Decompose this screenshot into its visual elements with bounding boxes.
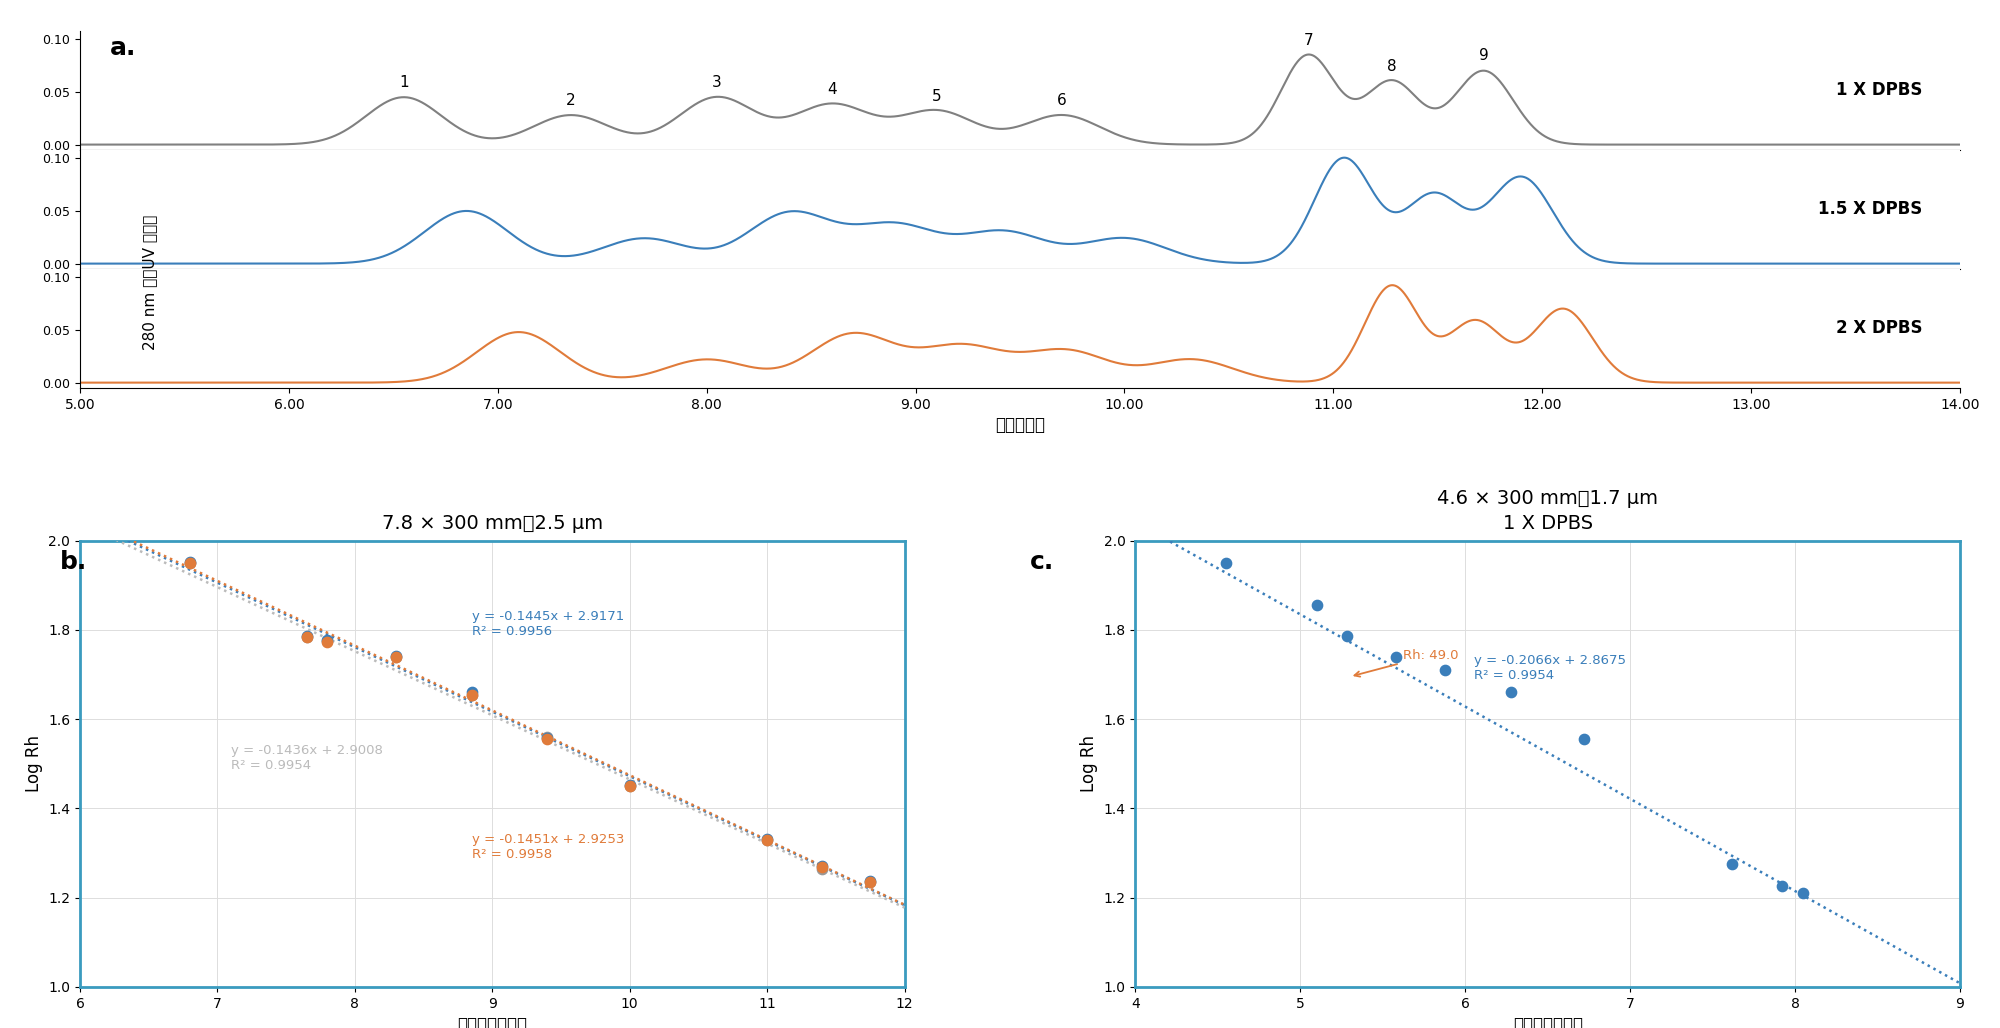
Point xyxy=(614,778,646,795)
Point xyxy=(380,650,412,666)
Text: 6: 6 xyxy=(1056,93,1066,108)
Point xyxy=(456,684,488,700)
Text: c.: c. xyxy=(1030,550,1054,574)
X-axis label: 時間（分）: 時間（分） xyxy=(996,415,1044,434)
Text: b.: b. xyxy=(60,550,88,574)
Point xyxy=(1380,649,1412,665)
Y-axis label: Log Rh: Log Rh xyxy=(24,735,42,793)
Point xyxy=(290,628,322,645)
Text: 5: 5 xyxy=(932,88,942,104)
Point xyxy=(806,859,838,876)
Point xyxy=(806,860,838,877)
Point xyxy=(380,648,412,664)
Point xyxy=(312,632,344,649)
Point xyxy=(174,555,206,572)
Text: 1: 1 xyxy=(398,75,408,89)
Point xyxy=(1210,555,1242,572)
Point xyxy=(174,555,206,572)
Text: 8: 8 xyxy=(1388,59,1396,74)
Title: 7.8 × 300 mm、2.5 μm: 7.8 × 300 mm、2.5 μm xyxy=(382,514,602,534)
Text: y = -0.1436x + 2.9008
R² = 0.9954: y = -0.1436x + 2.9008 R² = 0.9954 xyxy=(232,743,384,772)
Point xyxy=(614,777,646,794)
Text: 2 X DPBS: 2 X DPBS xyxy=(1836,320,1922,337)
Text: 9: 9 xyxy=(1478,48,1488,64)
Point xyxy=(1496,684,1528,700)
Text: y = -0.1451x + 2.9253
R² = 0.9958: y = -0.1451x + 2.9253 R² = 0.9958 xyxy=(472,833,624,860)
Point xyxy=(532,731,564,747)
Point xyxy=(806,858,838,875)
Point xyxy=(1788,885,1820,902)
Text: a.: a. xyxy=(110,36,136,60)
Text: 2: 2 xyxy=(566,93,576,108)
Text: 4: 4 xyxy=(828,82,836,98)
Point xyxy=(380,649,412,665)
Point xyxy=(1766,878,1798,894)
Text: 280 nm でのUV 吸光度: 280 nm でのUV 吸光度 xyxy=(142,215,158,351)
Point xyxy=(312,633,344,650)
Point xyxy=(532,730,564,746)
Text: y = -0.2066x + 2.8675
R² = 0.9954: y = -0.2066x + 2.8675 R² = 0.9954 xyxy=(1474,655,1626,683)
Title: 4.6 × 300 mm、1.7 μm
1 X DPBS: 4.6 × 300 mm、1.7 μm 1 X DPBS xyxy=(1438,489,1658,534)
Point xyxy=(854,873,886,889)
Point xyxy=(532,729,564,745)
Text: Rh: 49.0: Rh: 49.0 xyxy=(1354,649,1458,676)
Point xyxy=(1430,662,1462,678)
Text: 3: 3 xyxy=(712,75,722,89)
Point xyxy=(1716,856,1748,873)
Point xyxy=(290,627,322,644)
Text: 7: 7 xyxy=(1304,33,1314,47)
Point xyxy=(1330,627,1362,644)
X-axis label: 保持時間（分）: 保持時間（分） xyxy=(458,1016,528,1028)
Point xyxy=(752,832,784,848)
Y-axis label: Log Rh: Log Rh xyxy=(1080,735,1098,793)
Point xyxy=(854,874,886,890)
Point xyxy=(1568,731,1600,747)
Text: 1 X DPBS: 1 X DPBS xyxy=(1836,81,1922,100)
X-axis label: 保持時間（分）: 保持時間（分） xyxy=(1512,1016,1582,1028)
Point xyxy=(312,633,344,650)
Point xyxy=(752,831,784,847)
Point xyxy=(1300,597,1332,614)
Point xyxy=(752,832,784,848)
Point xyxy=(174,554,206,571)
Point xyxy=(854,874,886,890)
Point xyxy=(290,629,322,646)
Text: y = -0.1445x + 2.9171
R² = 0.9956: y = -0.1445x + 2.9171 R² = 0.9956 xyxy=(472,610,624,637)
Point xyxy=(614,778,646,795)
Text: 1.5 X DPBS: 1.5 X DPBS xyxy=(1818,200,1922,218)
Point xyxy=(456,687,488,703)
Point xyxy=(456,687,488,703)
